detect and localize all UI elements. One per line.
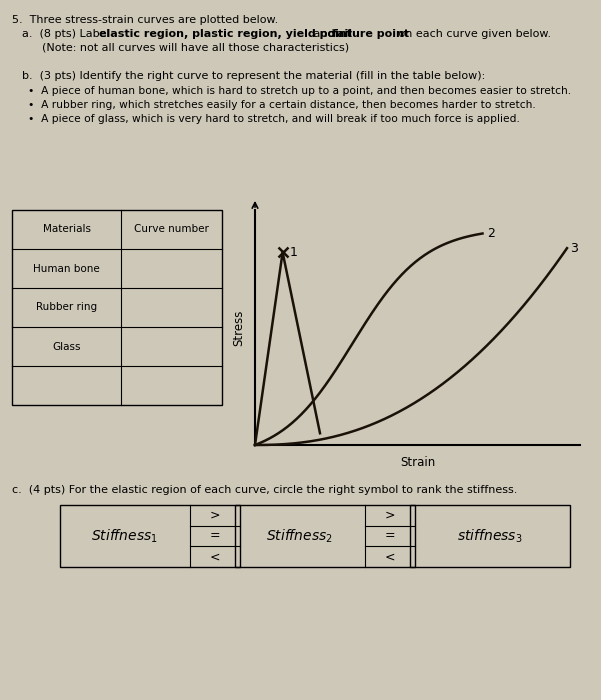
Text: 1: 1 — [290, 246, 297, 259]
Text: b.  (3 pts) Identify the right curve to represent the material (fill in the tabl: b. (3 pts) Identify the right curve to r… — [22, 71, 485, 80]
Text: failure point: failure point — [332, 29, 409, 39]
Text: •  A piece of human bone, which is hard to stretch up to a point, and then becom: • A piece of human bone, which is hard t… — [28, 85, 571, 96]
Bar — [235, 505, 415, 567]
Bar — [410, 505, 570, 567]
Bar — [60, 505, 240, 567]
Text: >: > — [210, 509, 220, 522]
Text: Stress: Stress — [233, 309, 245, 346]
Text: elastic region, plastic region, yield point: elastic region, plastic region, yield po… — [99, 29, 352, 39]
Text: •  A piece of glass, which is very hard to stretch, and will break if too much f: • A piece of glass, which is very hard t… — [28, 113, 520, 124]
Text: >: > — [385, 509, 395, 522]
Text: a.  (8 pts) Label: a. (8 pts) Label — [22, 29, 113, 39]
Text: $\mathit{stiffness}_{3}$: $\mathit{stiffness}_{3}$ — [457, 527, 523, 545]
Text: •  A rubber ring, which stretches easily for a certain distance, then becomes ha: • A rubber ring, which stretches easily … — [28, 99, 535, 110]
Text: Human bone: Human bone — [33, 263, 100, 274]
Bar — [12, 210, 222, 405]
Text: $\mathit{Stiffness}_{1}$: $\mathit{Stiffness}_{1}$ — [91, 527, 158, 545]
Text: and: and — [310, 29, 338, 39]
Text: =: = — [210, 529, 220, 542]
Text: 2: 2 — [487, 227, 495, 240]
Text: 3: 3 — [570, 241, 578, 255]
Text: Curve number: Curve number — [134, 225, 209, 235]
Text: 5.  Three stress-strain curves are plotted below.: 5. Three stress-strain curves are plotte… — [12, 15, 278, 25]
Text: $\mathit{Stiffness}_{2}$: $\mathit{Stiffness}_{2}$ — [266, 527, 333, 545]
Text: =: = — [385, 529, 395, 542]
Text: Materials: Materials — [43, 225, 91, 235]
Text: c.  (4 pts) For the elastic region of each curve, circle the right symbol to ran: c. (4 pts) For the elastic region of eac… — [12, 485, 517, 495]
Text: on each curve given below.: on each curve given below. — [395, 29, 552, 39]
Text: Rubber ring: Rubber ring — [36, 302, 97, 312]
Text: Strain: Strain — [400, 456, 435, 470]
Text: Glass: Glass — [52, 342, 81, 351]
Text: <: < — [210, 550, 220, 564]
Text: <: < — [385, 550, 395, 564]
Text: (Note: not all curves will have all those characteristics): (Note: not all curves will have all thos… — [28, 42, 349, 52]
